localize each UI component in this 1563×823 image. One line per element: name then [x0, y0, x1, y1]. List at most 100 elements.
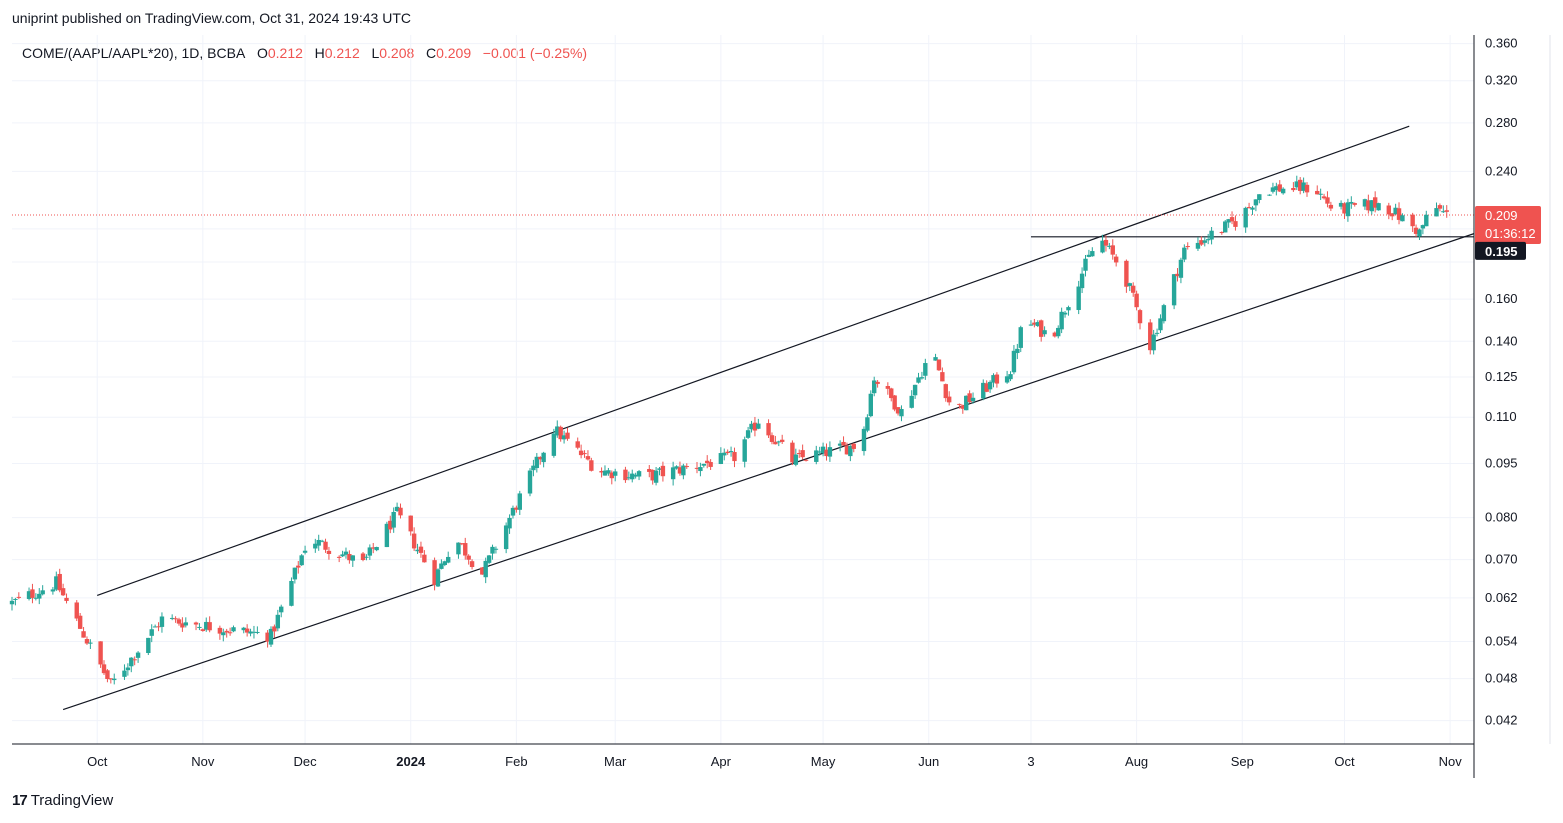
candle-body	[40, 590, 45, 595]
candle-body	[636, 471, 642, 477]
candle-body	[1131, 285, 1136, 293]
legend-symbol: COME/(AAPL/AAPL*20), 1D, BCBA	[22, 45, 246, 61]
candle-body	[861, 428, 867, 452]
candle-body	[1420, 225, 1426, 229]
candle-body	[776, 441, 781, 443]
candle-body	[698, 467, 703, 472]
candle-body	[132, 659, 137, 661]
candle-body	[575, 441, 580, 448]
candle-body	[50, 589, 56, 592]
x-tick-label: Apr	[711, 754, 732, 769]
candle-body	[609, 472, 614, 479]
candle-body	[534, 456, 540, 469]
y-tick-label: 0.054	[1485, 633, 1518, 648]
candle-body	[510, 507, 516, 516]
x-tick-label: Oct	[87, 754, 108, 769]
candle-body	[660, 465, 666, 477]
candle-body	[820, 446, 826, 454]
candle-body	[538, 456, 543, 460]
candle-body	[466, 555, 471, 560]
candle-body	[865, 417, 870, 431]
candle-body	[1018, 327, 1023, 348]
candle-body	[255, 631, 260, 633]
candle-body	[265, 632, 270, 642]
candle-body	[217, 627, 223, 634]
candle-body	[551, 433, 557, 456]
candle-body	[1229, 217, 1235, 222]
candle-body	[1396, 208, 1402, 220]
candle-body	[122, 670, 127, 677]
candle-body	[967, 393, 972, 403]
candle-body	[1134, 293, 1139, 308]
candle-body	[752, 422, 758, 431]
candle-body	[1015, 348, 1020, 354]
candle-body	[1372, 197, 1378, 208]
x-tick-label: Aug	[1125, 754, 1148, 769]
y-tick-label: 0.160	[1485, 291, 1518, 306]
candle-body	[296, 565, 301, 568]
candle-body	[227, 632, 233, 634]
candle-body	[1103, 239, 1109, 246]
candle-body	[1257, 194, 1262, 201]
candle-body	[84, 639, 90, 644]
candle-body	[875, 381, 880, 384]
candle-body	[26, 591, 32, 599]
candle-body	[1270, 187, 1276, 192]
candle-body	[1424, 214, 1429, 227]
candle-body	[384, 523, 390, 548]
candle-body	[183, 622, 189, 626]
candle-body	[391, 511, 396, 528]
candle-body	[1325, 197, 1330, 204]
candle-body	[1113, 256, 1119, 263]
candle-body	[432, 560, 437, 585]
candle-body	[101, 664, 107, 674]
candle-body	[1362, 199, 1368, 207]
candle-body	[848, 445, 853, 457]
candle-body	[176, 619, 182, 624]
candle-body	[364, 556, 369, 558]
candle-body	[493, 548, 499, 550]
candle-body	[483, 560, 488, 578]
candle-body	[1032, 322, 1037, 325]
candle-body	[480, 567, 485, 575]
candle-body	[398, 507, 403, 516]
candle-body	[1297, 179, 1303, 191]
candle-body	[1315, 190, 1320, 195]
candle-body	[589, 460, 594, 471]
candle-body	[599, 471, 604, 473]
legend-change: −0.001 (−0.25%)	[482, 45, 588, 61]
candle-body	[54, 576, 59, 590]
candle-body	[279, 606, 284, 613]
candle-body	[555, 426, 560, 436]
candle-body	[946, 396, 952, 403]
candle-body	[1233, 221, 1238, 227]
candle-body	[57, 573, 62, 591]
candle-body	[943, 384, 948, 399]
candle-body	[360, 553, 366, 561]
candle-body	[728, 451, 734, 453]
candle-body	[677, 467, 683, 474]
candle-body	[490, 546, 495, 554]
x-tick-label: Mar	[604, 754, 627, 769]
legend-high-value: 0.212	[324, 45, 360, 61]
x-tick-label: 3	[1027, 754, 1034, 769]
candle-body	[135, 652, 141, 658]
tradingview-logo-icon: 17	[12, 792, 28, 809]
candle-body	[316, 539, 321, 546]
candle-body	[630, 473, 635, 480]
candle-body	[74, 602, 79, 619]
candle-body	[394, 506, 400, 512]
candle-body	[1390, 213, 1395, 217]
symbol-legend: COME/(AAPL/AAPL*20), 1D, BCBA O0.212 H0.…	[22, 45, 587, 61]
candle-body	[633, 474, 638, 477]
candle-body	[129, 657, 134, 667]
candle-body	[336, 556, 342, 558]
candle-body	[895, 407, 901, 414]
candle-body	[1369, 200, 1374, 212]
candle-body	[1154, 332, 1160, 334]
candle-body	[149, 629, 154, 636]
candle-body	[241, 627, 246, 631]
legend-close-label: C	[425, 45, 437, 61]
candle-body	[1199, 240, 1204, 245]
